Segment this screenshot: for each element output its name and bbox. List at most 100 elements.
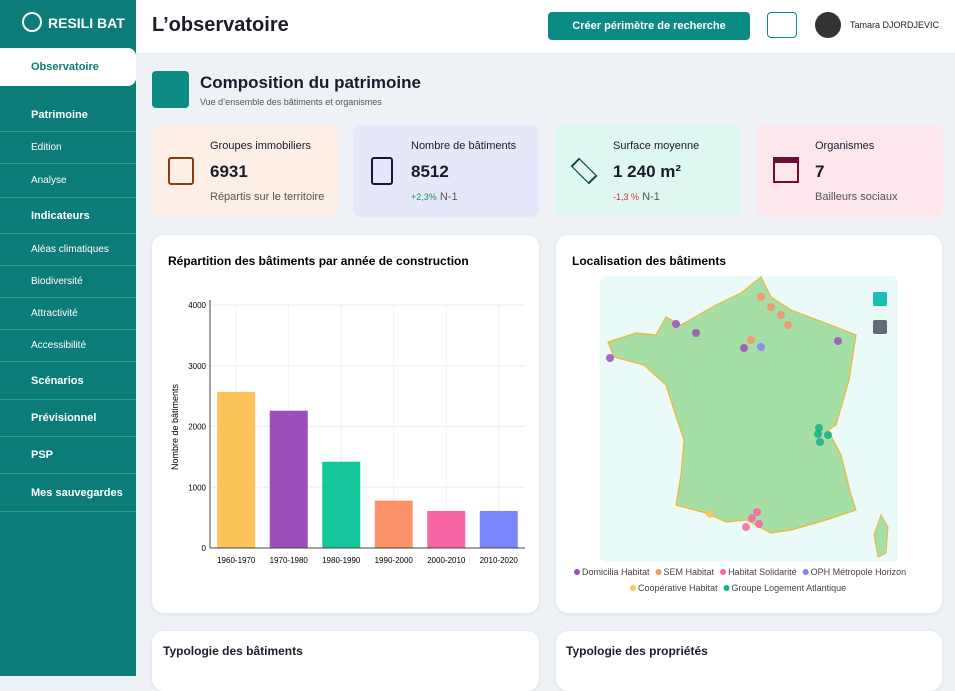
map-marker <box>757 293 765 301</box>
kpi-value: 6931 <box>210 162 248 181</box>
zoom-out[interactable] <box>873 320 887 334</box>
legend-label: Groupe Logement Atlantique <box>732 583 847 593</box>
map-marker <box>672 320 680 328</box>
corsica-shape <box>873 513 889 558</box>
kpi-icon <box>773 157 799 183</box>
map: Localisation des bâtiments Domicilia Hab… <box>572 254 906 593</box>
page-title: L’observatoire <box>152 14 289 36</box>
map-marker <box>740 344 748 352</box>
create-button[interactable]: Créer périmètre de recherche <box>548 12 750 40</box>
bar <box>217 391 256 548</box>
map-marker <box>606 354 614 362</box>
section-icon <box>152 71 189 108</box>
y-tick-label: 4000 <box>188 301 206 310</box>
kpi-note: N-1 <box>439 191 458 203</box>
legend-swatch <box>802 569 809 575</box>
kpi-note: Répartis sur le territoire <box>210 191 325 203</box>
kpi-icon <box>570 157 598 185</box>
map-marker <box>747 336 755 344</box>
map-marker <box>777 311 785 319</box>
chart-title: Répartition des bâtiments par année de c… <box>168 254 469 268</box>
nav-subitem[interactable]: Analyse <box>0 164 136 198</box>
kpi-note: N-1 <box>642 191 660 203</box>
legend-label: SEM Habitat <box>664 567 715 577</box>
topbar: L’observatoire Créer périmètre de recher… <box>136 0 955 54</box>
nav-item[interactable]: PSP <box>0 437 136 474</box>
section-title: Composition du patrimoine <box>200 73 421 92</box>
x-tick-label: 2000-2010 <box>427 556 466 565</box>
zoom-in[interactable] <box>873 292 887 306</box>
map-marker <box>767 303 775 311</box>
legend-swatch <box>720 569 727 575</box>
map-marker <box>814 430 822 438</box>
map-marker <box>824 431 832 439</box>
x-tick-label: 1990-2000 <box>375 556 414 565</box>
nav-item[interactable]: Observatoire <box>0 48 136 86</box>
kpi-card: Nombre de bâtiments 8512 +2,3% N-1 <box>353 125 539 217</box>
nav-subitem[interactable]: Biodiversité <box>0 266 136 298</box>
nav-item[interactable]: Mes sauvegardes <box>0 474 136 512</box>
user-name: Tamara DJORDJEVIC <box>850 20 940 30</box>
kpi-icon <box>168 157 194 185</box>
y-axis-label: Nombre de bâtiments <box>170 383 180 470</box>
map-marker <box>706 510 714 518</box>
map-marker <box>815 424 823 432</box>
kpi-note: Bailleurs sociaux <box>815 191 898 203</box>
bar-chart: Répartition des bâtiments par année de c… <box>168 254 525 565</box>
kpi-card: Organismes 7 Bailleurs sociaux <box>757 125 943 217</box>
map-title: Localisation des bâtiments <box>572 254 726 268</box>
map-marker <box>742 523 750 531</box>
kpi-note-row: +2,3% N-1 <box>411 191 458 203</box>
kpi-label: Nombre de bâtiments <box>411 140 517 152</box>
bar <box>427 510 466 548</box>
nav-item[interactable]: Patrimoine <box>0 98 136 132</box>
map-marker <box>755 520 763 528</box>
legend-swatch <box>655 569 662 575</box>
nav-item[interactable]: Prévisionnel <box>0 400 136 437</box>
bar <box>269 410 308 548</box>
logo <box>22 12 42 32</box>
kpi-trend: -1,3 % <box>613 192 640 202</box>
legend-swatch <box>630 585 636 591</box>
legend-label: Coopérative Habitat <box>638 583 718 593</box>
section-subtitle: Vue d’ensemble des bâtiments et organism… <box>200 97 382 107</box>
kpi-value: 7 <box>815 162 825 181</box>
kpi-note-row: -1,3 % N-1 <box>613 191 660 203</box>
nav-subitem[interactable]: Attractivité <box>0 298 136 330</box>
x-tick-label: 1970-1980 <box>270 556 309 565</box>
kpi-label: Surface moyenne <box>613 140 700 152</box>
france-shape <box>607 276 857 534</box>
map-card: Localisation des bâtiments Domicilia Hab… <box>556 235 942 613</box>
x-tick-label: 2010-2020 <box>480 556 519 565</box>
y-tick-label: 2000 <box>188 423 206 432</box>
map-legend: Domicilia Habitat SEM Habitat Habitat Soli… <box>574 567 906 593</box>
kpi-card: Surface moyenne 1 240 m² -1,3 % N-1 <box>555 125 741 217</box>
x-tick-label: 1980-1990 <box>322 556 361 565</box>
basket-button[interactable] <box>767 12 797 38</box>
legend-label: Habitat Solidarité <box>728 567 797 577</box>
sidebar: RESILI BAT Observatoire Patrimoine Editi… <box>0 0 136 676</box>
legend-swatch <box>723 585 730 591</box>
card-title: Typologie des bâtiments <box>163 644 303 658</box>
bar <box>322 461 361 548</box>
nav-item[interactable]: Scénarios <box>0 362 136 400</box>
y-tick-label: 0 <box>202 544 207 553</box>
nav-subitem[interactable]: Aléas climatiques <box>0 234 136 266</box>
kpi-value: 1 240 m² <box>613 162 682 181</box>
map-marker <box>834 337 842 345</box>
legend-swatch <box>574 569 580 575</box>
nav-subitem[interactable]: Accessibilité <box>0 330 136 362</box>
map-markers <box>606 293 842 531</box>
avatar <box>815 12 841 38</box>
kpi-label: Groupes immobiliers <box>210 140 311 152</box>
nav-subitem[interactable]: Edition <box>0 132 136 164</box>
brand: RESILI BAT <box>48 15 125 31</box>
card: Typologie des propriétés <box>556 631 942 691</box>
bar <box>374 500 413 548</box>
kpi-label: Organismes <box>815 140 875 152</box>
nav-item[interactable]: Indicateurs <box>0 198 136 234</box>
map-marker <box>757 343 765 351</box>
kpi-icon <box>371 157 393 185</box>
